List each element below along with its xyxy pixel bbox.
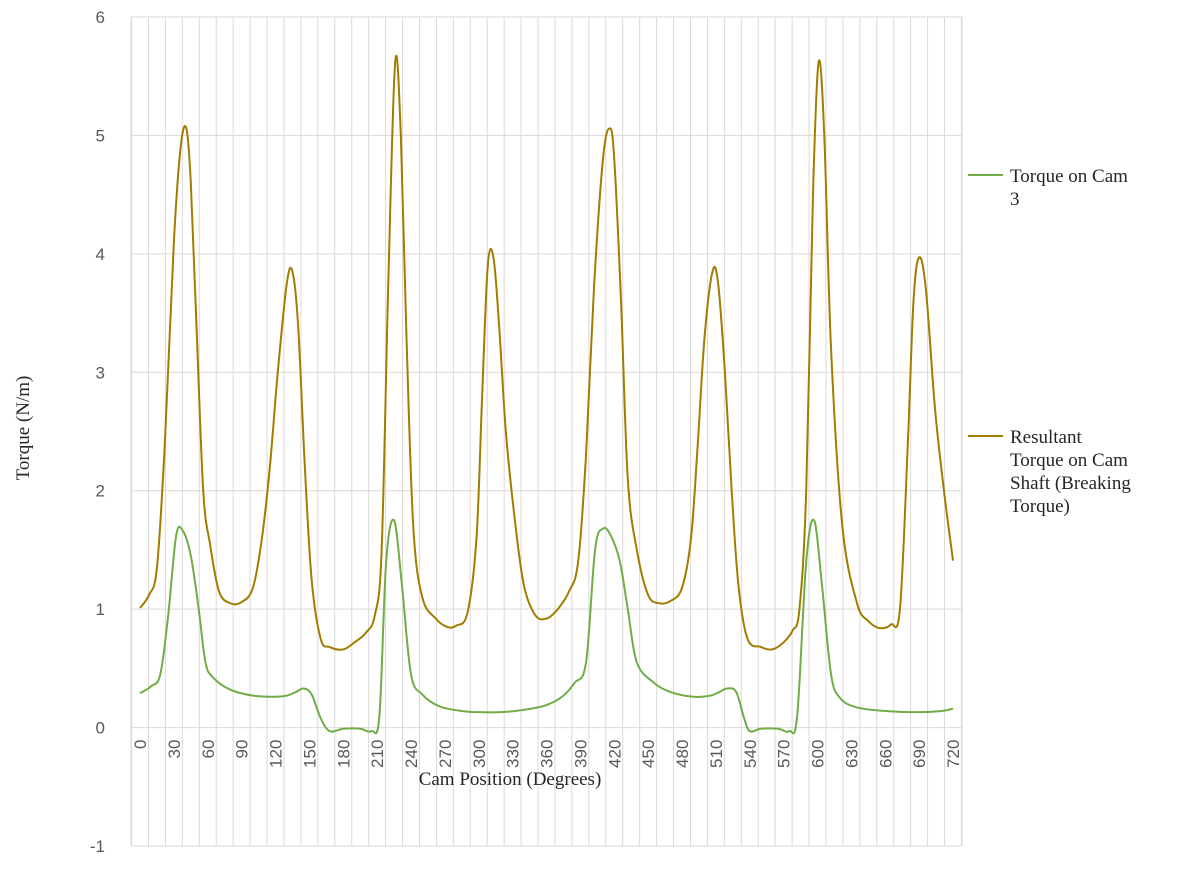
y-tick-label: 6 [96,8,105,27]
x-tick-label: 660 [876,740,895,768]
x-tick-label: 420 [605,740,624,768]
y-axis-title: Torque (N/m) [13,376,34,481]
x-tick-label: 300 [470,740,489,768]
y-tick-label: -1 [90,837,105,856]
x-tick-label: 210 [368,740,387,768]
x-tick-label: 270 [436,740,455,768]
x-tick-label: 90 [233,740,252,759]
x-tick-label: 510 [707,740,726,768]
x-tick-label: 30 [165,740,184,759]
x-tick-label: 480 [673,740,692,768]
x-tick-label: 60 [199,740,218,759]
y-tick-label: 0 [96,719,105,738]
x-tick-label: 360 [538,740,557,768]
x-axis-tick-labels: 0 30 60 90 120 150 180 210 240 270 300 330 360 390 420… [131,740,963,768]
x-tick-label: 390 [571,740,590,768]
legend-label: Resultant [1010,427,1082,448]
torque-on-cam-3-line [139,518,954,735]
resultant-torque-line [139,54,954,651]
y-tick-label: 5 [96,126,105,145]
x-tick-label: 0 [131,740,150,749]
x-tick-label: 720 [944,740,963,768]
x-tick-label: 600 [809,740,828,768]
y-tick-label: 1 [96,600,105,619]
x-axis-title: Cam Position (Degrees) [419,769,602,790]
series-lines [139,54,954,735]
vertical-gridlines [130,17,963,846]
y-axis-tick-labels: -1 0 1 2 3 4 5 6 [90,8,105,856]
y-tick-label: 2 [96,482,105,501]
x-tick-label: 570 [775,740,794,768]
x-tick-label: 540 [741,740,760,768]
x-tick-label: 330 [504,740,523,768]
x-tick-label: 240 [402,740,421,768]
x-tick-label: 150 [300,740,319,768]
legend-label: Torque) [1010,496,1070,517]
x-tick-label: 180 [334,740,353,768]
legend-label: Torque on Cam [1010,450,1128,471]
legend-label: Shaft (Breaking [1010,473,1131,494]
x-tick-label: 450 [639,740,658,768]
y-tick-label: 4 [96,245,105,264]
horizontal-gridlines [131,16,962,847]
x-tick-label: 690 [910,740,929,768]
x-tick-label: 630 [842,740,861,768]
legend-label: 3 [1010,189,1020,210]
x-tick-label: 120 [267,740,286,768]
y-tick-label: 3 [96,363,105,382]
legend-label: Torque on Cam [1010,166,1128,187]
